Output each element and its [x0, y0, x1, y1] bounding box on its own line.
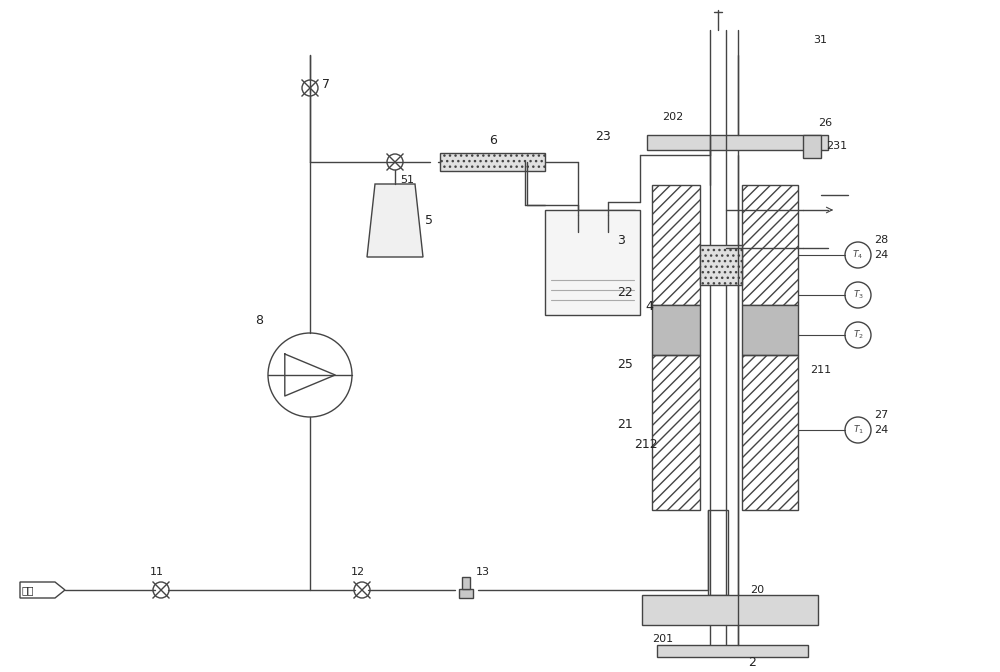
Text: 7: 7	[322, 79, 330, 91]
Text: $T_1$: $T_1$	[853, 424, 863, 436]
Text: 20: 20	[750, 585, 764, 595]
Bar	[545, 210, 640, 315]
Text: 211: 211	[810, 365, 831, 375]
Text: 13: 13	[476, 567, 490, 577]
Text: 201: 201	[652, 634, 673, 644]
Bar	[700, 245, 742, 285]
Text: $T_3$: $T_3$	[853, 289, 863, 301]
Bar	[657, 645, 808, 657]
Polygon shape	[367, 184, 423, 257]
Bar	[642, 595, 818, 625]
Text: 25: 25	[617, 358, 633, 372]
Text: 11: 11	[150, 567, 164, 577]
Text: 26: 26	[818, 118, 832, 128]
Bar	[742, 355, 798, 510]
Bar	[803, 135, 821, 158]
Text: 22: 22	[617, 286, 633, 300]
Bar	[652, 185, 700, 305]
Text: 24: 24	[874, 425, 888, 435]
Text: 5: 5	[425, 214, 433, 227]
Text: 28: 28	[874, 235, 888, 245]
Text: 2: 2	[748, 657, 756, 669]
Bar	[647, 135, 828, 150]
Text: $T_4$: $T_4$	[852, 249, 864, 261]
Bar	[652, 355, 700, 510]
Text: 212: 212	[634, 438, 658, 451]
Text: $T_2$: $T_2$	[853, 329, 863, 341]
Text: 载气: 载气	[22, 585, 34, 595]
Bar	[652, 305, 700, 355]
Bar	[462, 577, 470, 589]
Text: 8: 8	[255, 314, 263, 327]
Text: 21: 21	[617, 418, 633, 431]
Bar	[742, 185, 798, 305]
Text: 51: 51	[400, 175, 414, 185]
Text: 3: 3	[617, 233, 625, 247]
Text: 23: 23	[595, 130, 611, 144]
Text: 231: 231	[826, 141, 847, 151]
Text: 6: 6	[490, 134, 497, 146]
Bar	[708, 510, 728, 595]
Bar	[459, 589, 473, 598]
Text: 4: 4	[645, 300, 653, 314]
Text: 202: 202	[662, 112, 683, 122]
Bar	[440, 153, 545, 171]
Text: 27: 27	[874, 410, 888, 420]
Bar	[742, 305, 798, 355]
Text: 31: 31	[813, 35, 827, 45]
Text: 24: 24	[874, 250, 888, 260]
Text: 12: 12	[351, 567, 365, 577]
